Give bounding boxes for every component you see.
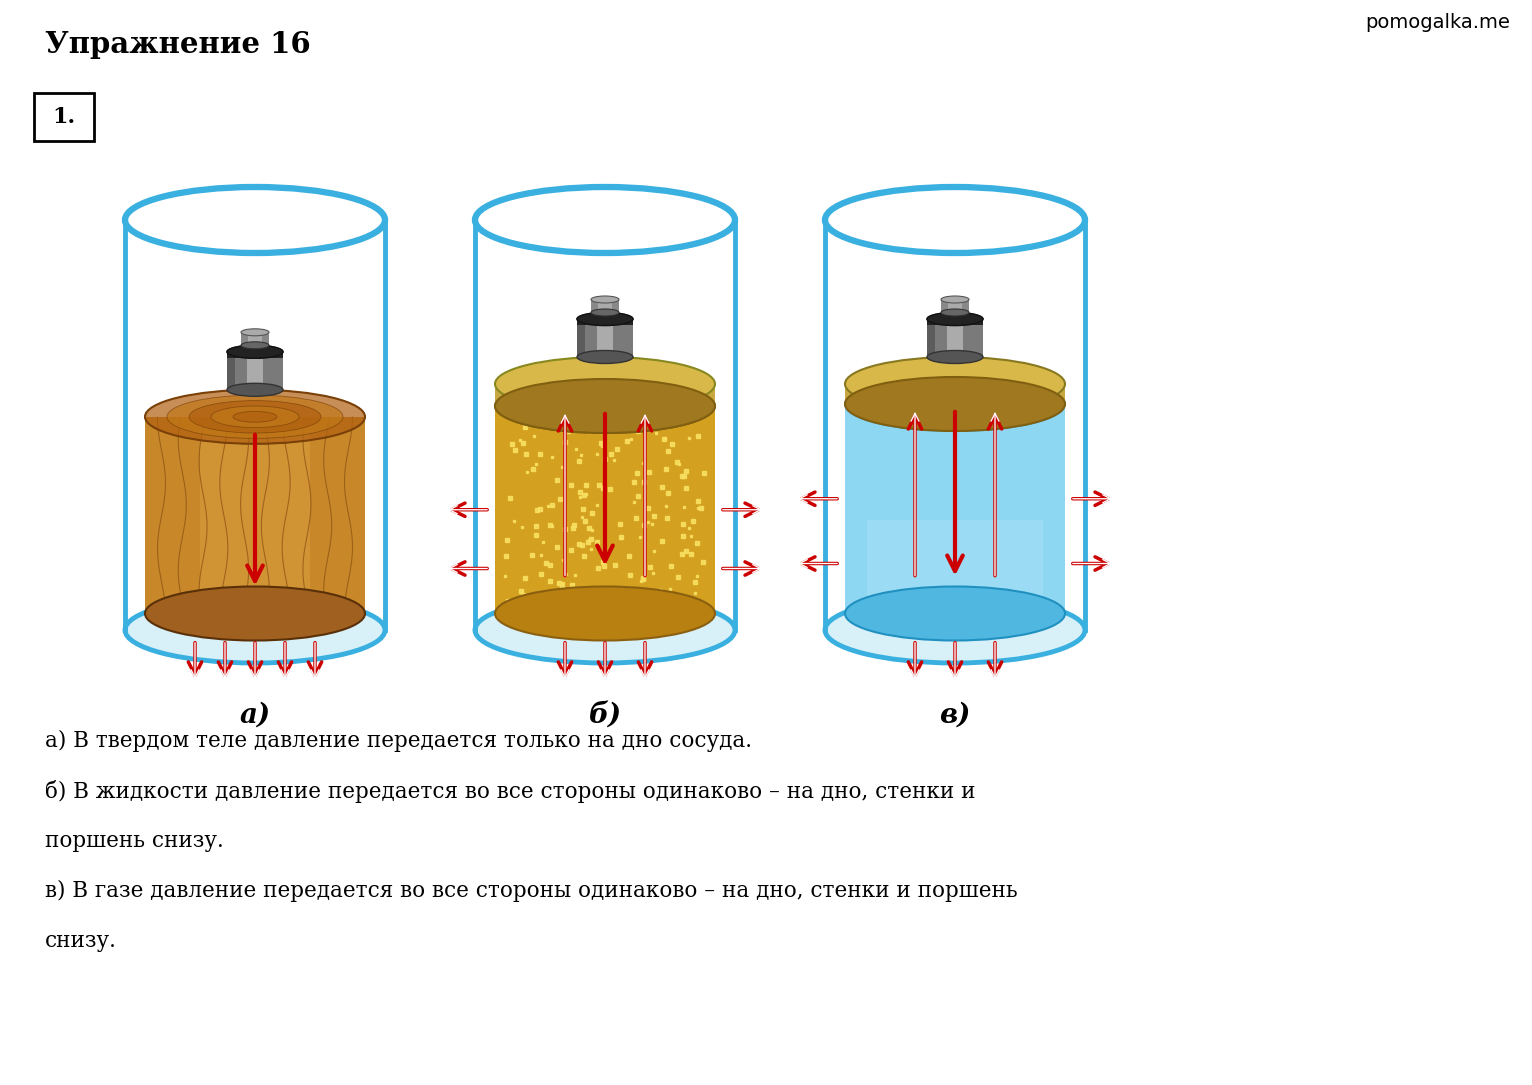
Ellipse shape xyxy=(167,395,343,438)
Ellipse shape xyxy=(227,383,283,396)
Ellipse shape xyxy=(146,587,365,640)
Ellipse shape xyxy=(846,376,1065,431)
Ellipse shape xyxy=(146,390,365,444)
Ellipse shape xyxy=(241,342,270,348)
Bar xyxy=(947,319,964,357)
Text: Упражнение 16: Упражнение 16 xyxy=(44,30,311,59)
Bar xyxy=(941,299,970,312)
Bar xyxy=(227,352,283,390)
Ellipse shape xyxy=(241,329,270,335)
Text: а) В твердом теле давление передается только на дно сосуда.: а) В твердом теле давление передается то… xyxy=(44,730,752,752)
FancyBboxPatch shape xyxy=(34,93,93,141)
Bar xyxy=(578,319,585,357)
Bar xyxy=(227,352,283,358)
Text: 1.: 1. xyxy=(52,106,75,128)
Text: а): а) xyxy=(239,702,271,728)
Bar xyxy=(495,406,715,613)
Ellipse shape xyxy=(495,357,715,411)
Ellipse shape xyxy=(227,345,283,358)
Bar xyxy=(126,220,385,630)
Ellipse shape xyxy=(941,309,970,316)
Bar xyxy=(596,319,613,357)
Ellipse shape xyxy=(578,350,633,363)
Bar xyxy=(475,220,735,630)
Text: снизу.: снизу. xyxy=(44,930,116,952)
Bar xyxy=(578,319,633,326)
Ellipse shape xyxy=(941,296,970,303)
Ellipse shape xyxy=(591,296,619,303)
Bar xyxy=(227,352,236,390)
Ellipse shape xyxy=(927,312,984,326)
Ellipse shape xyxy=(846,376,1065,431)
Bar xyxy=(846,384,1065,404)
Ellipse shape xyxy=(846,587,1065,640)
Ellipse shape xyxy=(495,587,715,640)
Ellipse shape xyxy=(495,379,715,433)
Text: б) В жидкости давление передается во все стороны одинаково – на дно, стенки и: б) В жидкости давление передается во все… xyxy=(44,780,976,803)
Bar xyxy=(248,332,262,345)
Bar xyxy=(927,319,984,357)
Ellipse shape xyxy=(826,597,1085,663)
Ellipse shape xyxy=(126,597,385,663)
Bar xyxy=(927,319,984,326)
Ellipse shape xyxy=(578,312,633,326)
Ellipse shape xyxy=(495,379,715,433)
Bar xyxy=(247,352,264,390)
Ellipse shape xyxy=(188,400,322,433)
Ellipse shape xyxy=(846,357,1065,411)
Ellipse shape xyxy=(475,597,735,663)
Bar xyxy=(867,520,1043,603)
Bar xyxy=(846,404,1065,613)
Ellipse shape xyxy=(578,312,633,326)
Bar xyxy=(826,220,1085,630)
Ellipse shape xyxy=(227,345,283,358)
Bar xyxy=(241,332,270,345)
Ellipse shape xyxy=(211,406,299,427)
Bar xyxy=(201,417,309,613)
Text: в) В газе давление передается во все стороны одинаково – на дно, стенки и поршен: в) В газе давление передается во все сто… xyxy=(44,880,1017,902)
Ellipse shape xyxy=(927,350,984,363)
Bar xyxy=(927,319,936,357)
Bar xyxy=(578,319,633,357)
Text: б): б) xyxy=(588,702,622,728)
Bar xyxy=(591,299,619,312)
Text: поршень снизу.: поршень снизу. xyxy=(44,830,224,852)
Text: в): в) xyxy=(939,702,971,728)
Ellipse shape xyxy=(233,411,277,422)
Bar xyxy=(146,417,365,613)
Bar xyxy=(948,299,962,312)
Ellipse shape xyxy=(591,309,619,316)
Text: pomogalka.me: pomogalka.me xyxy=(1365,13,1511,31)
Bar xyxy=(495,384,715,406)
Ellipse shape xyxy=(826,187,1085,253)
Bar xyxy=(597,299,611,312)
Ellipse shape xyxy=(126,187,385,253)
Ellipse shape xyxy=(475,187,735,253)
Ellipse shape xyxy=(927,312,984,326)
